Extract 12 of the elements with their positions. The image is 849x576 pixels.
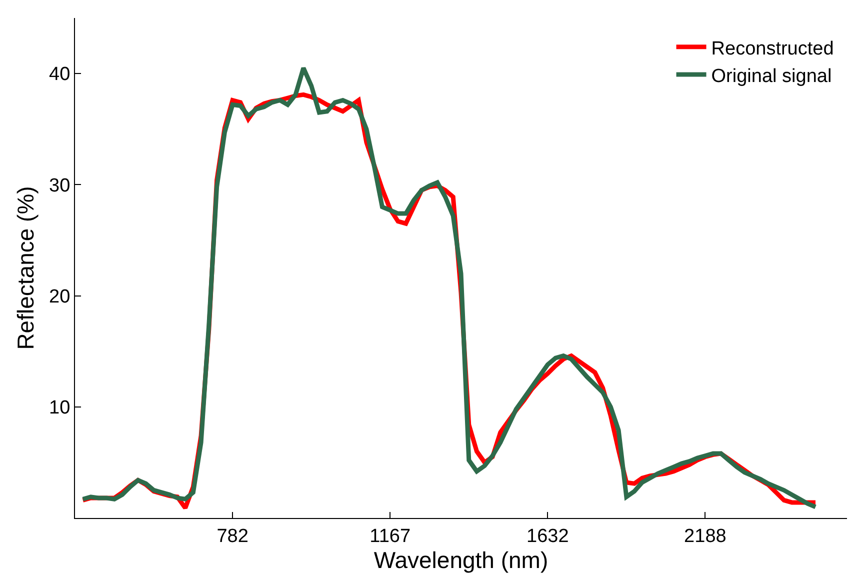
y-tick-label: 10: [49, 398, 70, 419]
x-axis-title: Wavelength (nm): [374, 546, 548, 573]
y-tick-label: 30: [49, 175, 70, 196]
y-tick-label: 40: [49, 64, 70, 86]
x-tick-label: 2188: [684, 526, 726, 547]
legend-label: Reconstructed: [711, 38, 834, 60]
legend-label: Original signal: [711, 66, 832, 87]
y-tick-label: 20: [49, 286, 70, 308]
x-tick-label: 782: [216, 526, 248, 547]
x-tick-label: 1167: [370, 526, 411, 547]
x-tick-label: 1632: [526, 526, 569, 547]
y-axis-title: Reflectance (%): [12, 186, 39, 350]
